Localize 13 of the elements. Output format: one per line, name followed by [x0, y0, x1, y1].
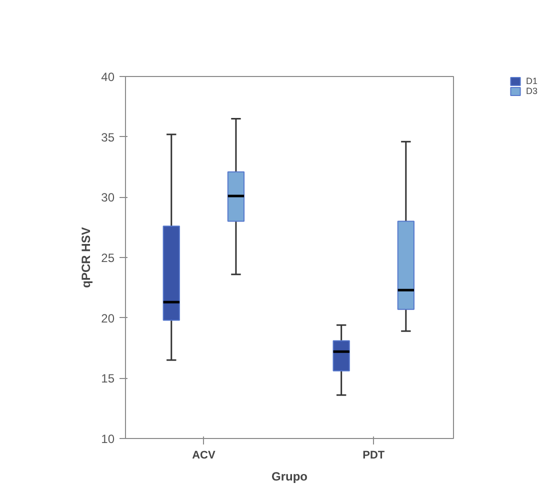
y-tick-label: 20: [101, 311, 115, 326]
x-tick-label: PDT: [362, 450, 385, 462]
y-tick-label: 10: [101, 432, 115, 446]
y-tick-label: 40: [101, 70, 115, 84]
y-tick-label: 35: [101, 130, 115, 144]
y-axis-title: qPCR HSV: [79, 227, 94, 288]
x-tick-label: ACV: [192, 450, 216, 462]
x-axis-title: Grupo: [272, 470, 308, 484]
y-tick-label: 15: [101, 372, 115, 386]
y-tick-label: 30: [101, 190, 115, 205]
legend-label: D1: [526, 76, 539, 86]
y-tick-label: 25: [101, 251, 115, 265]
legend-label: D3: [526, 86, 539, 96]
